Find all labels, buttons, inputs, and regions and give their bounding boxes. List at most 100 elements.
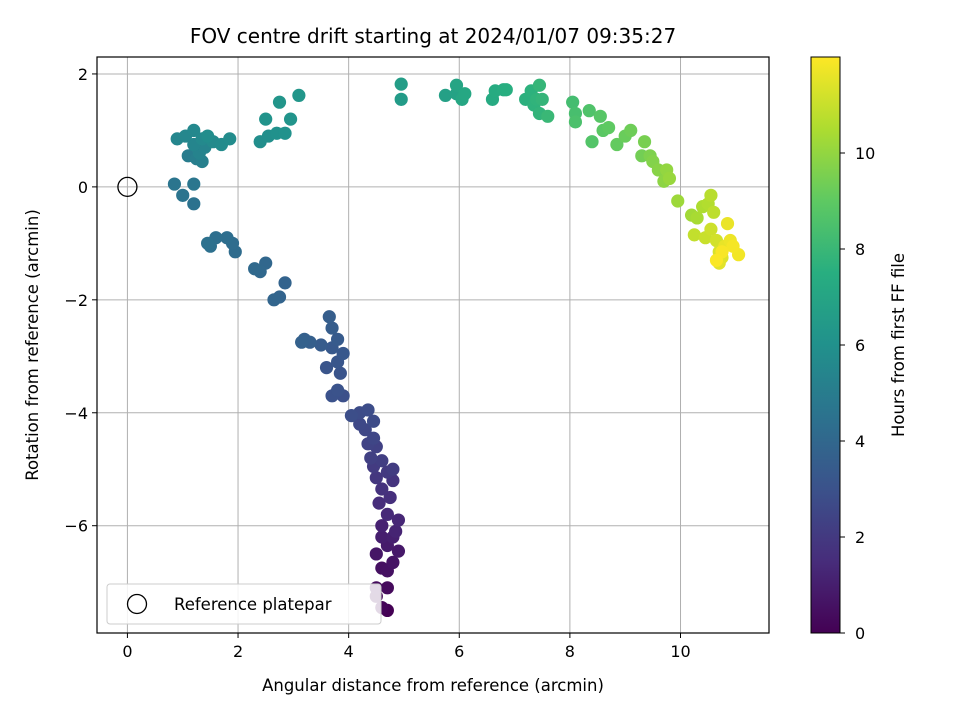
data-point bbox=[259, 112, 273, 126]
data-point bbox=[314, 338, 328, 352]
data-point bbox=[541, 109, 555, 123]
data-point bbox=[380, 581, 394, 595]
data-point bbox=[319, 360, 334, 375]
legend-box bbox=[106, 583, 382, 625]
x-tick-label: 6 bbox=[454, 642, 464, 661]
colorbar: 0 2 4 6 8 10 Hours from first FF file bbox=[810, 56, 908, 643]
data-point bbox=[662, 171, 677, 186]
colorbar-tick-label: 2 bbox=[855, 528, 865, 547]
data-point bbox=[458, 87, 472, 101]
data-point bbox=[380, 507, 394, 522]
y-tick-label: −2 bbox=[64, 291, 88, 310]
colorbar-tick-label: 0 bbox=[855, 624, 865, 643]
data-point bbox=[322, 310, 336, 324]
data-point bbox=[610, 137, 624, 152]
legend: Reference platepar bbox=[106, 583, 382, 625]
data-point bbox=[278, 126, 292, 140]
y-axis-ticks: −6 −4 −2 0 2 bbox=[64, 65, 97, 536]
data-point bbox=[386, 462, 400, 476]
data-point bbox=[532, 78, 547, 92]
x-tick-label: 2 bbox=[233, 642, 243, 661]
x-tick-label: 10 bbox=[670, 642, 690, 661]
x-tick-label: 0 bbox=[122, 642, 132, 661]
data-point bbox=[535, 92, 549, 106]
data-point bbox=[394, 77, 408, 91]
data-point bbox=[278, 276, 292, 290]
data-point bbox=[624, 123, 638, 138]
chart-title: FOV centre drift starting at 2024/01/07 … bbox=[190, 24, 676, 48]
data-point bbox=[383, 490, 397, 505]
data-point bbox=[292, 88, 306, 102]
x-axis-ticks: 0 2 4 6 8 10 bbox=[122, 633, 691, 661]
data-point bbox=[325, 321, 339, 335]
data-point bbox=[201, 236, 215, 250]
y-axis-label: Rotation from reference (arcmin) bbox=[23, 209, 42, 481]
data-point bbox=[687, 228, 701, 242]
data-point bbox=[704, 188, 718, 202]
data-point bbox=[366, 431, 381, 445]
data-point bbox=[389, 524, 403, 538]
data-point bbox=[272, 95, 287, 109]
y-tick-label: −6 bbox=[64, 517, 88, 536]
colorbar-gradient bbox=[810, 56, 841, 634]
data-point bbox=[637, 135, 652, 149]
data-point bbox=[690, 211, 704, 225]
data-point bbox=[176, 188, 190, 202]
data-point bbox=[499, 83, 513, 97]
data-point bbox=[267, 293, 281, 307]
scatter-points bbox=[167, 77, 746, 618]
data-point bbox=[353, 417, 367, 431]
data-point bbox=[344, 408, 359, 423]
data-point bbox=[386, 555, 400, 570]
data-point bbox=[709, 253, 724, 267]
data-point bbox=[671, 194, 685, 208]
data-point bbox=[568, 115, 583, 129]
data-point bbox=[187, 123, 201, 138]
reference-marker-group bbox=[117, 176, 138, 198]
x-tick-label: 4 bbox=[344, 642, 354, 661]
data-point bbox=[187, 177, 201, 191]
data-point bbox=[220, 231, 234, 245]
data-point bbox=[720, 216, 735, 231]
reference-marker bbox=[117, 176, 138, 198]
colorbar-ticks: 0 2 4 6 8 10 bbox=[840, 144, 875, 643]
data-point bbox=[375, 530, 389, 544]
data-point bbox=[449, 78, 464, 92]
colorbar-tick-label: 6 bbox=[855, 336, 865, 355]
data-point bbox=[394, 92, 408, 106]
data-point bbox=[438, 88, 453, 102]
data-point bbox=[330, 383, 345, 397]
data-point bbox=[707, 205, 721, 219]
data-point bbox=[391, 544, 406, 558]
data-point bbox=[369, 547, 383, 561]
data-point bbox=[375, 482, 389, 496]
data-point bbox=[391, 513, 406, 527]
data-point bbox=[283, 112, 298, 126]
data-point bbox=[336, 346, 350, 361]
data-point bbox=[187, 197, 201, 211]
y-tick-label: 0 bbox=[78, 178, 88, 197]
data-point bbox=[566, 95, 580, 109]
x-tick-label: 8 bbox=[565, 642, 575, 661]
y-tick-label: −4 bbox=[64, 404, 88, 423]
data-point bbox=[223, 132, 237, 146]
data-point bbox=[333, 366, 347, 380]
data-point bbox=[726, 239, 740, 253]
data-point bbox=[167, 177, 182, 191]
data-point bbox=[593, 109, 607, 123]
colorbar-tick-label: 8 bbox=[855, 240, 865, 259]
data-point bbox=[364, 451, 378, 465]
colorbar-tick-label: 10 bbox=[855, 144, 875, 163]
data-point bbox=[582, 104, 596, 118]
legend-reference-marker bbox=[126, 593, 148, 615]
data-point bbox=[372, 496, 386, 510]
data-point bbox=[201, 129, 215, 143]
grid-lines bbox=[97, 57, 769, 633]
data-point bbox=[361, 403, 375, 417]
data-point bbox=[585, 135, 599, 149]
data-point bbox=[366, 414, 381, 428]
y-tick-label: 2 bbox=[78, 65, 88, 84]
data-point bbox=[248, 262, 262, 276]
data-point bbox=[330, 332, 345, 346]
